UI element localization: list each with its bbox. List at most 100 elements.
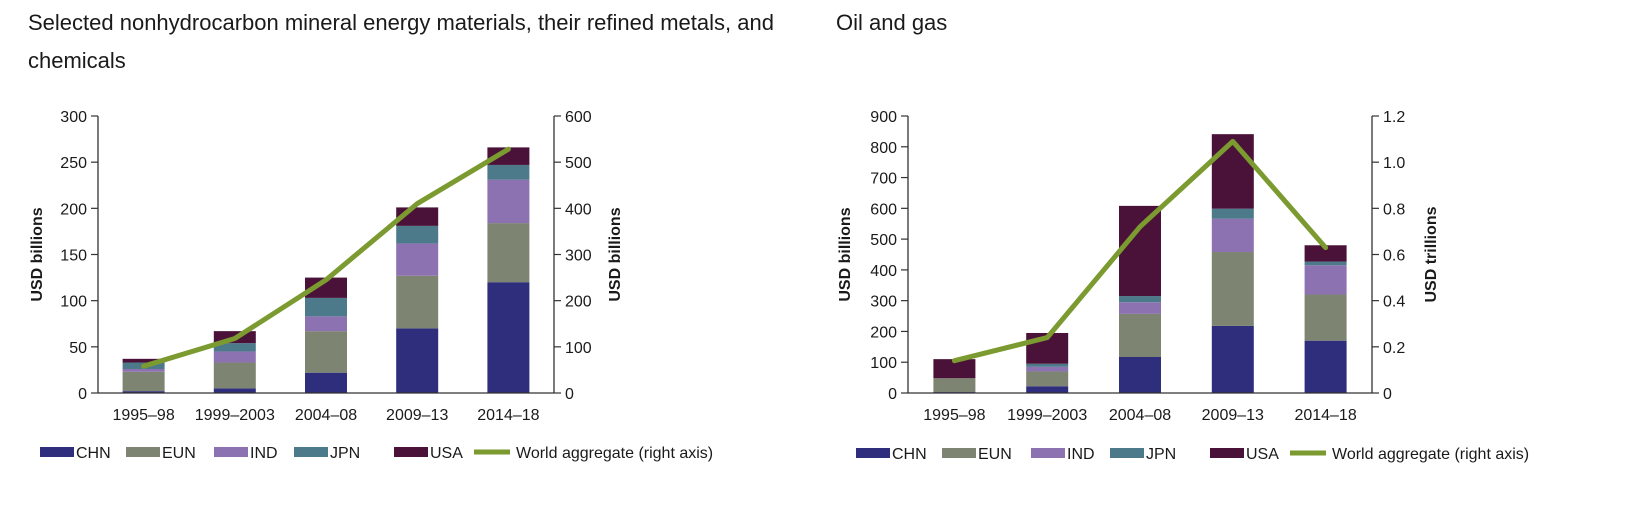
chart2-bar-usa-2 (1119, 205, 1161, 297)
chart2-legend-label-eun: EUN (978, 446, 1012, 463)
chart1-bar-chn-3 (396, 328, 439, 393)
chart2-bar-jpn-1 (1026, 363, 1069, 367)
chart1-y2-axis-title: USD billions (607, 207, 624, 301)
chart2-y-tick-label-8: 800 (870, 140, 897, 157)
chart1-bar-usa-2 (305, 277, 347, 298)
chart1-bar-ind-0 (122, 368, 165, 372)
chart2-y-tick-label-7: 700 (870, 171, 897, 188)
chart2-bar-chn-2 (1119, 356, 1161, 393)
chart2-bar-eun-2 (1119, 313, 1161, 357)
chart2-y-axis-title: USD billions (837, 207, 854, 301)
chart2-bar-eun-0 (933, 378, 976, 393)
chart2-bar-eun-4 (1304, 294, 1347, 341)
chart1-bar-eun-0 (122, 371, 165, 392)
chart2-x-tick-label-4: 2014–18 (1294, 407, 1356, 424)
chart2-bar-chn-1 (1026, 386, 1069, 393)
chart1-y-tick-label-0: 0 (78, 386, 87, 403)
chart1-y2-tick-label-4: 400 (565, 201, 592, 218)
chart2-legend-swatch-eun (942, 448, 976, 458)
chart2-bar-chn-3 (1211, 325, 1254, 393)
chart1-bar-ind-3 (396, 243, 439, 276)
chart1-bar-ind-1 (213, 351, 256, 363)
chart2-legend-label-usa: USA (1246, 446, 1279, 463)
chart1-bar-jpn-2 (305, 297, 347, 317)
chart1-y-tick-label-1: 50 (69, 340, 87, 357)
chart2-legend-swatch-jpn (1110, 448, 1144, 458)
chart2-bar-eun-1 (1026, 371, 1069, 387)
chart1-bar-chn-0 (122, 391, 165, 393)
chart1-bar-chn-4 (487, 282, 530, 393)
chart1-legend-label-world: World aggregate (right axis) (516, 445, 713, 462)
chart1-x-tick-label-3: 2009–13 (386, 407, 448, 424)
chart1-y2-tick-label-6: 600 (565, 109, 592, 126)
chart2-y-tick-label-9: 900 (870, 109, 897, 126)
chart2-y-tick-label-1: 100 (870, 355, 897, 372)
chart2-y2-tick-label-0: 0 (1383, 386, 1392, 403)
chart1-bar-eun-2 (305, 331, 347, 373)
chart2-x-tick-label-1: 1999–2003 (1007, 407, 1087, 424)
chart1-bar-ind-2 (305, 316, 347, 332)
chart2-legend-swatch-ind (1031, 448, 1065, 458)
chart1-y-tick-label-5: 250 (60, 155, 87, 172)
chart2-y2-tick-label-5: 1.0 (1383, 155, 1405, 172)
chart1-x-tick-label-4: 2014–18 (477, 407, 539, 424)
chart1-x-tick-label-0: 1995–98 (112, 407, 174, 424)
chart2-y2-tick-label-4: 0.8 (1383, 201, 1405, 218)
chart2-y-tick-label-6: 600 (870, 201, 897, 218)
chart1-legend-swatch-usa (394, 447, 428, 457)
chart1-bar-jpn-1 (213, 343, 256, 352)
chart2-legend-label-chn: CHN (892, 446, 927, 463)
chart1-bar-usa-4 (487, 147, 530, 165)
chart2-bar-jpn-4 (1304, 261, 1347, 266)
chart1-y2-tick-label-5: 500 (565, 155, 592, 172)
chart2-y-tick-label-3: 300 (870, 294, 897, 311)
chart2-legend-swatch-chn (856, 448, 890, 458)
chart-title-left: Selected nonhydrocarbon mineral energy m… (28, 10, 774, 73)
chart1-bar-eun-4 (487, 223, 530, 283)
chart2-bar-eun-3 (1211, 252, 1254, 326)
chart2-legend-swatch-usa (1210, 448, 1244, 458)
chart1-y-tick-label-2: 100 (60, 294, 87, 311)
chart1-legend-swatch-chn (40, 447, 74, 457)
chart2-x-tick-label-3: 2009–13 (1202, 407, 1264, 424)
chart2-bar-ind-1 (1026, 366, 1069, 372)
chart2-bar-usa-4 (1304, 245, 1347, 262)
chart2-bar-usa-3 (1211, 134, 1254, 209)
chart2-y2-tick-label-3: 0.6 (1383, 248, 1405, 265)
chart1-y-tick-label-3: 150 (60, 248, 87, 265)
chart2-legend-label-world: World aggregate (right axis) (1332, 446, 1529, 463)
chart1-y-tick-label-4: 200 (60, 201, 87, 218)
chart1-bar-jpn-3 (396, 225, 439, 244)
chart2-bar-jpn-2 (1119, 296, 1161, 303)
chart1-legend-label-usa: USA (430, 445, 463, 462)
chart2-y2-axis-title: USD trillions (1423, 206, 1440, 302)
chart2-bar-ind-3 (1211, 218, 1254, 253)
chart2-y-tick-label-5: 500 (870, 232, 897, 249)
chart2-y2-tick-label-6: 1.2 (1383, 109, 1405, 126)
chart2-y-tick-label-4: 400 (870, 263, 897, 280)
chart2-bar-ind-4 (1304, 265, 1347, 295)
chart1-y2-tick-label-1: 100 (565, 340, 592, 357)
chart2-y2-tick-label-1: 0.2 (1383, 340, 1405, 357)
chart1-y2-tick-label-0: 0 (565, 386, 574, 403)
chart1-legend-label-eun: EUN (162, 445, 196, 462)
chart1-legend-label-chn: CHN (76, 445, 111, 462)
chart1-bar-usa-0 (122, 358, 165, 363)
chart2-x-tick-label-0: 1995–98 (923, 407, 985, 424)
chart1-legend-label-jpn: JPN (330, 445, 360, 462)
chart1-bar-chn-1 (213, 388, 256, 393)
chart1-legend-swatch-jpn (294, 447, 328, 457)
chart1-x-tick-label-1: 1999–2003 (195, 407, 275, 424)
chart2-x-tick-label-2: 2004–08 (1109, 407, 1171, 424)
chart2-bar-usa-0 (933, 359, 976, 379)
chart1-x-tick-label-2: 2004–08 (295, 407, 357, 424)
chart2-bar-ind-2 (1119, 302, 1161, 314)
chart1-y-tick-label-6: 300 (60, 109, 87, 126)
chart1-bar-eun-3 (396, 275, 439, 329)
chart1-bar-ind-4 (487, 179, 530, 224)
chart1-y2-tick-label-2: 200 (565, 294, 592, 311)
chart2-bar-chn-4 (1304, 340, 1347, 393)
chart1-y-axis-title: USD billions (29, 207, 46, 301)
chart2-y2-tick-label-2: 0.4 (1383, 294, 1405, 311)
